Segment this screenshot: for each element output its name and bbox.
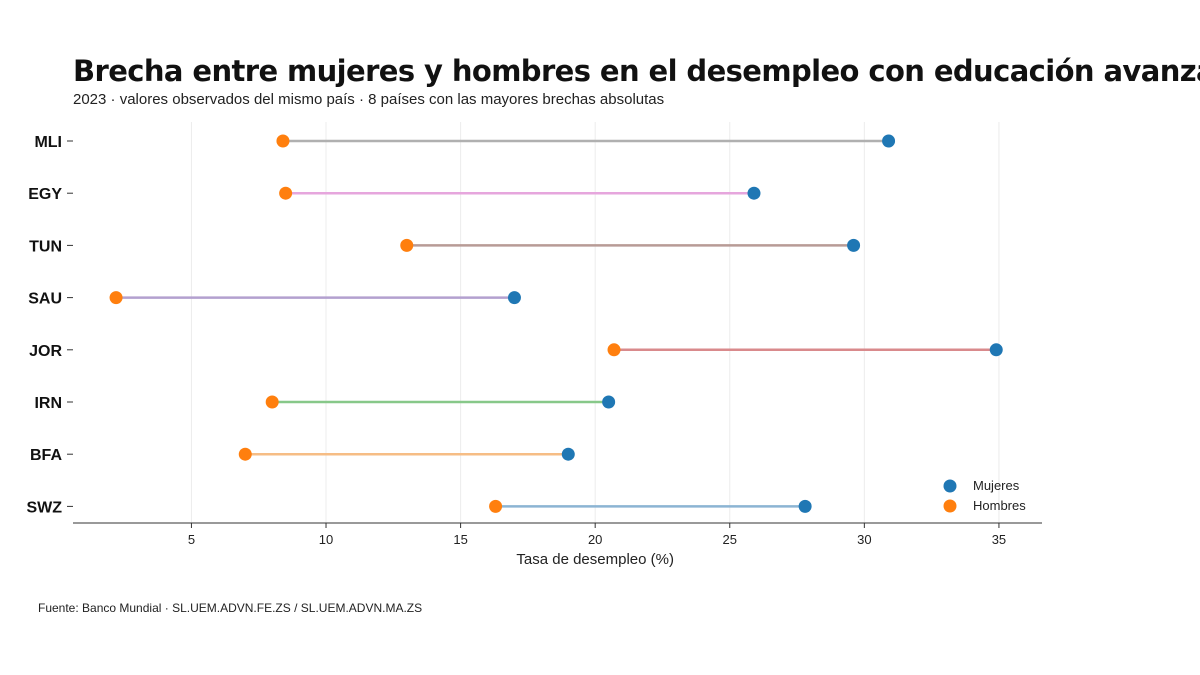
- x-axis-label: Tasa de desempleo (%): [516, 551, 674, 568]
- chart-title: Brecha entre mujeres y hombres en el des…: [73, 54, 1200, 88]
- x-tick-label: 15: [453, 532, 467, 547]
- point-hombres: [279, 186, 293, 200]
- legend-marker: [943, 499, 957, 513]
- legend-label: Hombres: [973, 498, 1026, 513]
- y-tick-label: MLI: [34, 134, 62, 151]
- x-tick-label: 20: [588, 532, 602, 547]
- legend: Mujeres Hombres: [943, 478, 1026, 513]
- point-mujeres: [882, 134, 896, 148]
- x-tick-label: 25: [723, 532, 737, 547]
- x-tick-label: 35: [992, 532, 1006, 547]
- axes-layer: 5 10 15 20 25 30 35 Tasa de desempleo (%) MLI EGY…: [26, 134, 1042, 568]
- point-hombres: [276, 134, 290, 148]
- source-note: Fuente: Banco Mundial · SL.UEM.ADVN.FE.Z…: [38, 601, 423, 615]
- y-tick-label: EGY: [28, 186, 62, 203]
- legend-label: Mujeres: [973, 478, 1020, 493]
- grid-layer: [190, 122, 1000, 523]
- y-tick-label: IRN: [34, 395, 62, 412]
- point-mujeres: [989, 343, 1003, 357]
- point-mujeres: [507, 291, 521, 305]
- y-tick-label: SAU: [28, 291, 62, 308]
- point-mujeres: [602, 395, 616, 409]
- point-hombres: [607, 343, 621, 357]
- point-hombres: [109, 291, 123, 305]
- y-tick-label: TUN: [29, 238, 62, 255]
- point-hombres: [400, 238, 414, 252]
- point-hombres: [238, 447, 252, 461]
- point-hombres: [265, 395, 279, 409]
- point-mujeres: [561, 447, 575, 461]
- x-tick-label: 30: [857, 532, 871, 547]
- y-tick-label: BFA: [30, 447, 62, 464]
- x-tick-label: 10: [319, 532, 333, 547]
- legend-marker: [943, 479, 957, 493]
- point-mujeres: [747, 186, 761, 200]
- y-tick-label: SWZ: [26, 499, 62, 516]
- x-tick-label: 5: [188, 532, 195, 547]
- y-tick-label: JOR: [29, 343, 62, 360]
- point-hombres: [489, 499, 503, 513]
- point-mujeres: [798, 499, 812, 513]
- marks-layer: [109, 134, 1003, 513]
- point-mujeres: [847, 238, 861, 252]
- chart-subtitle: 2023 · valores observados del mismo país…: [73, 91, 665, 108]
